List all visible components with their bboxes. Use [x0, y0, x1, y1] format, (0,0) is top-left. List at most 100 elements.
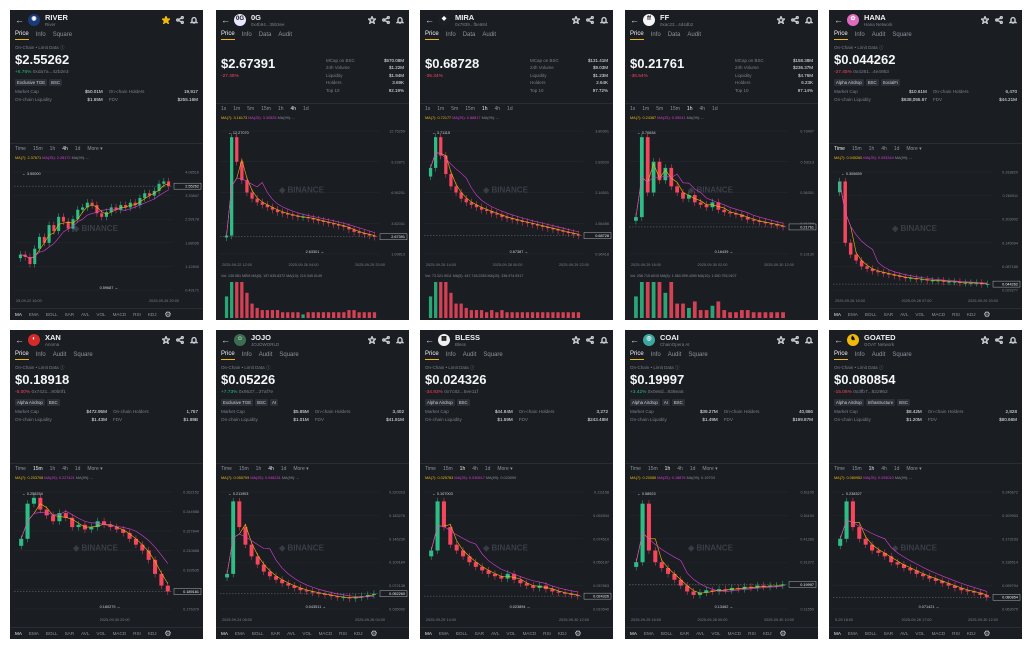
favorite-star-icon[interactable] — [161, 16, 170, 25]
indicator-option[interactable]: EMA — [643, 630, 654, 636]
timeframe-option[interactable]: 1m — [642, 105, 650, 112]
timeframe-option[interactable]: 15m — [851, 145, 862, 152]
tab-square[interactable]: Square — [892, 351, 912, 358]
price-chart[interactable]: 4.08516 3.33847 2.59178 1.88035 1.12840 0.431… — [10, 164, 203, 306]
timeframe-option[interactable]: 1h — [255, 465, 262, 472]
timeframe-option[interactable]: Time — [15, 145, 26, 152]
indicator-option[interactable]: SAR — [64, 630, 75, 636]
indicator-option[interactable]: EMA — [847, 630, 858, 636]
token-title[interactable]: RIVER River — [45, 13, 156, 27]
timeframe-option[interactable]: 15m — [261, 105, 271, 112]
share-icon[interactable] — [585, 336, 594, 345]
share-icon[interactable] — [175, 336, 184, 345]
timeframe-option[interactable]: Time — [221, 465, 232, 472]
token-title[interactable]: XAN Anoma — [45, 333, 156, 347]
back-arrow-icon[interactable]: ← — [630, 334, 639, 345]
tag-chip[interactable]: Exclusive TGE — [15, 78, 48, 86]
back-arrow-icon[interactable]: ← — [425, 334, 434, 345]
indicator-option[interactable]: RSI — [133, 630, 141, 636]
tag-chip[interactable]: BSC — [456, 398, 470, 406]
indicator-option[interactable]: KDJ — [147, 311, 157, 317]
tab-price[interactable]: Price — [834, 31, 848, 41]
tab-info[interactable]: Info — [650, 351, 661, 358]
indicator-option[interactable]: RSI — [543, 630, 551, 636]
timeframe-option[interactable]: 4h — [62, 145, 68, 152]
indicator-option[interactable]: SAR — [883, 311, 894, 317]
timeframe-option[interactable]: 1h — [459, 465, 466, 472]
timeframe-option[interactable]: 1d — [484, 465, 491, 472]
price-chart[interactable]: 0.220323 0.183276 0.146230 0.109184 0.072138… — [216, 484, 409, 625]
contract-address[interactable]: 0x9537...37af7e — [238, 389, 274, 395]
token-title[interactable]: BLESS Bless — [455, 333, 566, 347]
timeframe-option[interactable]: 4h — [677, 465, 683, 472]
indicator-option[interactable]: VOL — [915, 630, 925, 636]
favorite-star-icon[interactable] — [367, 16, 376, 25]
price-chart[interactable]: 0.262152 0.244988 0.227844 0.210688 0.193535… — [10, 484, 203, 625]
indicator-option[interactable]: KDJ — [353, 630, 363, 636]
indicator-option[interactable]: MACD — [931, 630, 946, 636]
indicator-option[interactable]: RSI — [952, 630, 960, 636]
share-icon[interactable] — [790, 16, 799, 25]
tab-audit[interactable]: Audit — [687, 31, 702, 38]
tab-audit[interactable]: Audit — [482, 31, 497, 38]
chart-settings-icon[interactable]: ⚙ — [164, 628, 172, 638]
timeframe-option[interactable]: 1h — [686, 105, 693, 112]
tab-price[interactable]: Price — [15, 31, 29, 41]
indicator-option[interactable]: RSI — [339, 630, 347, 636]
timeframe-option[interactable]: 4h — [494, 105, 501, 112]
contract-address[interactable]: 0x7c82...5ee11f — [444, 389, 479, 395]
tab-audit[interactable]: Audit — [52, 351, 67, 358]
tab-audit[interactable]: Audit — [462, 351, 477, 358]
chain-label[interactable]: On-Chain • Limit Data ⓘ — [221, 365, 271, 370]
timeframe-option[interactable]: More ▾ — [906, 145, 922, 152]
indicator-option[interactable]: RSI — [952, 311, 960, 317]
timeframe-option[interactable]: 15m — [670, 105, 680, 112]
indicator-option[interactable]: KDJ — [147, 630, 157, 636]
timeframe-option[interactable]: 1h — [868, 145, 875, 152]
favorite-star-icon[interactable] — [367, 336, 376, 345]
chain-label[interactable]: On-Chain • Limit Data ⓘ — [15, 365, 65, 370]
indicator-option[interactable]: AVL — [287, 630, 296, 636]
chart-settings-icon[interactable]: ⚙ — [370, 628, 378, 638]
indicator-option[interactable]: BOLL — [864, 311, 877, 317]
share-icon[interactable] — [994, 16, 1003, 25]
indicator-option[interactable]: MA — [15, 311, 22, 317]
favorite-star-icon[interactable] — [571, 16, 580, 25]
indicator-option[interactable]: RSI — [748, 630, 756, 636]
indicator-option[interactable]: BOLL — [251, 630, 264, 636]
indicator-option[interactable]: AVL — [696, 630, 705, 636]
tab-info[interactable]: Info — [650, 31, 661, 38]
contract-address[interactable]: 0x0e8d...838ea5 — [647, 389, 684, 395]
back-arrow-icon[interactable]: ← — [15, 334, 24, 345]
indicator-option[interactable]: AVL — [491, 630, 500, 636]
chart-settings-icon[interactable]: ⚙ — [779, 628, 787, 638]
alert-bell-icon[interactable] — [1008, 16, 1017, 25]
tag-chip[interactable]: Alpha Airdrop — [15, 398, 45, 406]
tab-data[interactable]: Data — [462, 31, 476, 38]
tab-price[interactable]: Price — [630, 31, 644, 41]
back-arrow-icon[interactable]: ← — [834, 14, 843, 25]
timeframe-option[interactable]: 1m — [233, 105, 241, 112]
tab-square[interactable]: Square — [892, 31, 912, 38]
back-arrow-icon[interactable]: ← — [15, 14, 24, 25]
token-title[interactable]: HANA Hana Network — [864, 13, 975, 27]
indicator-option[interactable]: KDJ — [762, 630, 772, 636]
tab-info[interactable]: Info — [241, 351, 252, 358]
share-icon[interactable] — [175, 16, 184, 25]
back-arrow-icon[interactable]: ← — [630, 14, 639, 25]
favorite-star-icon[interactable] — [161, 336, 170, 345]
contract-address[interactable]: 0x4261...4e4953 — [853, 69, 889, 75]
tag-chip[interactable]: BSC — [865, 78, 879, 86]
timeframe-option[interactable]: 1h — [49, 465, 56, 472]
indicator-option[interactable]: MACD — [522, 630, 537, 636]
timeframe-option[interactable]: 5m — [451, 105, 459, 112]
tab-square[interactable]: Square — [688, 351, 708, 358]
timeframe-option[interactable]: 1d — [74, 145, 81, 152]
token-title[interactable]: 0G 0x4b94...35b3ee — [251, 13, 362, 27]
share-icon[interactable] — [585, 16, 594, 25]
price-chart[interactable]: 0.111158 0.092834 0.074510 0.056187 0.037863… — [420, 484, 613, 625]
indicator-option[interactable]: EMA — [28, 630, 39, 636]
indicator-option[interactable]: RSI — [133, 311, 141, 317]
chart-settings-icon[interactable]: ⚙ — [574, 628, 582, 638]
tab-audit[interactable]: Audit — [258, 351, 273, 358]
